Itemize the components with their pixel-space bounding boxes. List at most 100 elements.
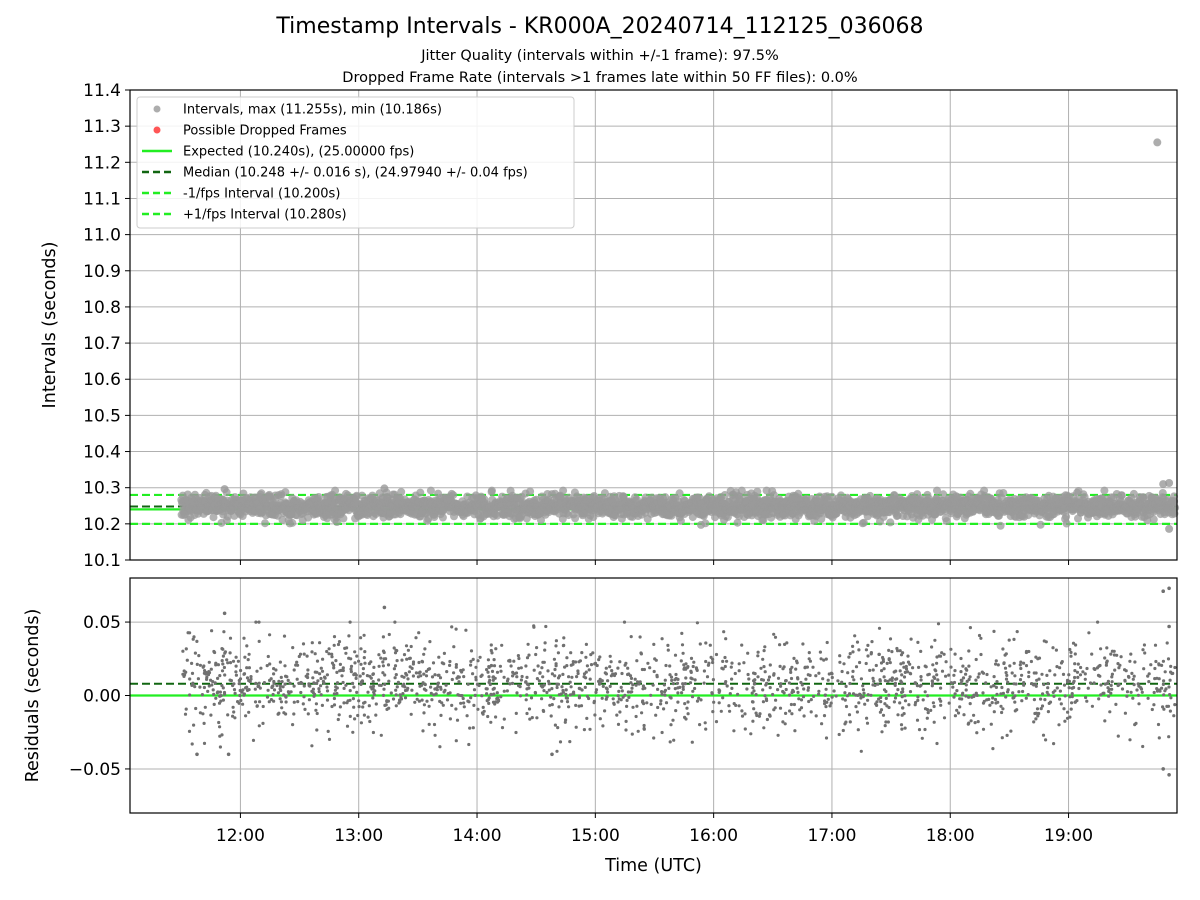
residual-point xyxy=(205,677,209,682)
residual-point xyxy=(1096,620,1100,624)
residual-point xyxy=(218,745,222,749)
residual-point xyxy=(603,709,607,713)
residual-point xyxy=(952,673,956,677)
residual-point xyxy=(265,695,270,699)
residual-point xyxy=(1062,683,1067,687)
interval-point xyxy=(1100,486,1109,495)
residual-point xyxy=(236,659,240,663)
residual-point xyxy=(636,729,640,733)
intervals-y-tick-label: 11.2 xyxy=(83,153,121,173)
interval-point xyxy=(487,486,496,495)
residual-point xyxy=(579,704,584,708)
residual-point xyxy=(363,650,367,654)
residual-point xyxy=(343,646,347,651)
residual-point xyxy=(356,713,360,718)
residual-point xyxy=(221,654,225,658)
residual-point xyxy=(919,649,923,654)
residual-point xyxy=(387,632,391,637)
residual-point xyxy=(560,685,564,689)
intervals-y-tick-label: 11.1 xyxy=(83,189,121,209)
residual-point xyxy=(1040,672,1044,676)
residual-point xyxy=(245,666,249,670)
residual-point xyxy=(903,694,907,698)
residual-point xyxy=(1045,673,1049,678)
residual-point xyxy=(802,687,806,691)
residual-point xyxy=(881,713,886,717)
residual-point xyxy=(756,650,760,654)
residual-point xyxy=(693,678,697,682)
residual-point xyxy=(843,722,847,726)
residual-point xyxy=(856,728,860,732)
residual-point xyxy=(933,638,937,642)
residual-point xyxy=(855,640,860,644)
residual-point xyxy=(209,678,213,682)
residual-point xyxy=(1032,698,1036,702)
residual-point xyxy=(916,640,920,645)
residual-point xyxy=(221,647,225,651)
residual-point xyxy=(212,702,216,707)
residual-point xyxy=(884,720,888,724)
residual-point xyxy=(532,625,536,629)
residual-point xyxy=(761,700,766,704)
residual-point xyxy=(939,703,943,707)
residuals-y-tick-label: 0.05 xyxy=(83,613,121,633)
residual-point xyxy=(231,705,235,709)
residual-point xyxy=(724,680,728,684)
residual-point xyxy=(291,646,295,650)
residual-point xyxy=(546,679,551,683)
residual-point xyxy=(226,713,230,717)
residual-point xyxy=(1027,670,1031,674)
residual-point xyxy=(1044,640,1048,644)
residual-point xyxy=(558,674,562,678)
residual-point xyxy=(406,677,410,681)
residual-point xyxy=(752,671,756,675)
residual-point xyxy=(921,698,925,702)
intervals-y-tick-label: 10.2 xyxy=(83,515,121,535)
residual-point xyxy=(493,676,497,680)
residual-point xyxy=(1123,711,1127,715)
residual-point xyxy=(704,727,708,731)
residual-point xyxy=(848,720,852,724)
residual-point xyxy=(781,720,785,724)
residual-point xyxy=(962,713,966,717)
residual-point xyxy=(993,697,998,702)
residual-point xyxy=(301,702,305,706)
residual-point xyxy=(1069,650,1073,655)
residual-point xyxy=(1095,666,1099,670)
residual-point xyxy=(234,673,238,677)
residual-point xyxy=(600,679,604,683)
residual-point xyxy=(362,656,366,660)
interval-outlier-point xyxy=(1165,524,1174,533)
residual-point xyxy=(391,697,396,701)
residual-point xyxy=(257,681,261,685)
residual-point xyxy=(223,651,227,655)
residual-point xyxy=(606,690,610,694)
residual-point xyxy=(450,677,454,682)
residual-point xyxy=(540,685,545,689)
interval-point xyxy=(304,513,313,522)
residual-point xyxy=(692,660,696,664)
residual-point xyxy=(497,699,501,703)
residual-point xyxy=(695,699,700,703)
residual-point xyxy=(784,687,788,692)
residual-point xyxy=(892,700,897,704)
residual-point xyxy=(514,711,518,716)
residual-point xyxy=(684,676,688,680)
residual-point xyxy=(564,696,568,700)
residual-point xyxy=(843,698,847,702)
residual-point xyxy=(918,684,922,688)
residual-point xyxy=(734,703,738,708)
residual-point xyxy=(789,702,794,707)
residual-point xyxy=(1037,677,1041,681)
residual-point xyxy=(394,673,398,677)
residual-point xyxy=(627,695,631,700)
residual-point xyxy=(1000,736,1004,740)
residual-point xyxy=(255,704,259,708)
residual-point xyxy=(569,651,573,655)
residual-point xyxy=(649,693,653,697)
residual-point xyxy=(319,684,323,688)
residual-point xyxy=(554,664,558,668)
residual-point xyxy=(848,652,852,656)
residual-point xyxy=(282,711,286,715)
residual-point xyxy=(666,643,670,648)
